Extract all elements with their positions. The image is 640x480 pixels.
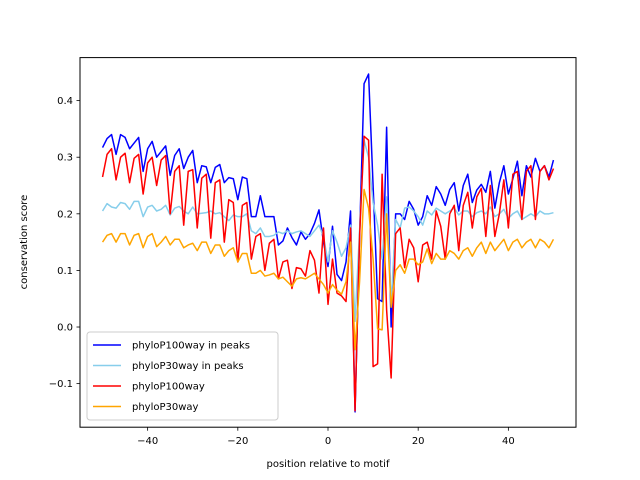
series-line-1 [101,139,554,323]
legend-label: phyloP30way [132,402,199,413]
legend-label: phyloP30way in peaks [132,361,244,372]
series-layer [101,73,555,413]
y-tick-label: −0.1 [49,379,73,390]
legend-box [86,331,279,421]
series-line-0 [101,73,555,413]
y-tick-label: 0.1 [57,266,73,277]
series-line-3 [101,188,555,351]
y-axis: −0.1 0.0 0.1 0.2 0.3 0.4 [49,96,80,390]
x-tick-label: 0 [325,436,331,447]
y-tick-label: 0.0 [57,323,73,334]
x-tick-label: −20 [227,436,248,447]
legend-label: phyloP100way in peaks [132,341,250,352]
x-tick-label: 40 [502,436,515,447]
x-tick-label: −40 [137,436,158,447]
y-tick-label: 0.3 [57,153,73,164]
y-tick-label: 0.2 [57,209,73,220]
series-line-2 [101,135,555,412]
x-tick-label: 20 [412,436,425,447]
x-axis: −40 −20 0 20 40 [137,427,515,447]
y-tick-label: 0.4 [57,96,73,107]
y-axis-label: conservation score [19,195,30,290]
legend: phyloP100way in peaks phyloP30way in peak… [86,331,279,421]
legend-label: phyloP100way [132,382,205,393]
x-axis-label: position relative to motif [267,459,390,470]
